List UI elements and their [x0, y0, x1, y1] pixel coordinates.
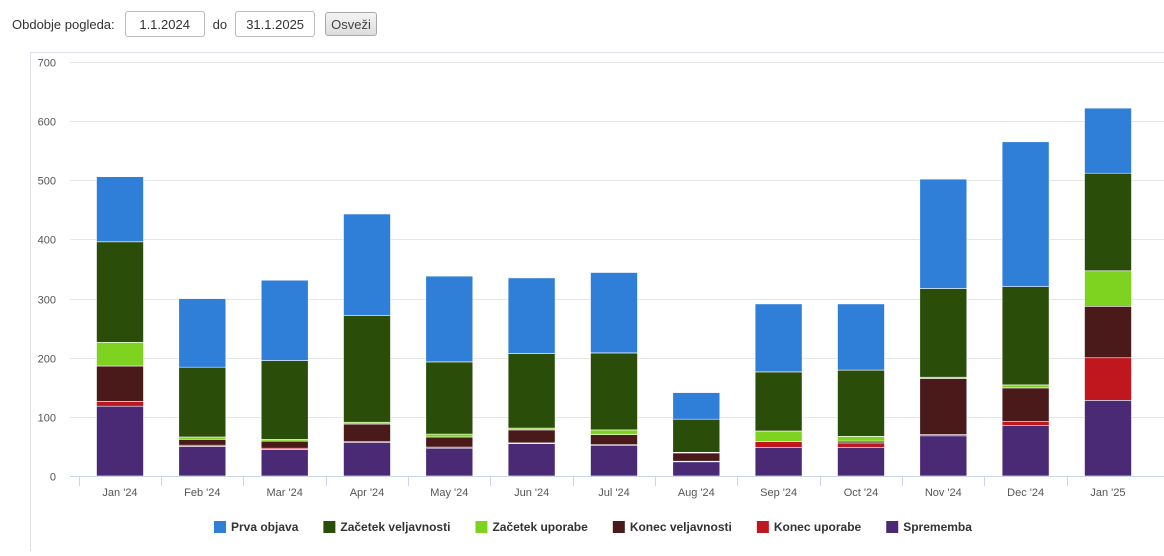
bar-segment[interactable]	[425, 275, 474, 363]
legend-swatch	[612, 521, 625, 533]
legend-label[interactable]: Konec veljavnosti	[630, 520, 732, 534]
date-from-input[interactable]	[124, 11, 205, 37]
bar-segment[interactable]	[343, 315, 391, 423]
chart-frame	[30, 52, 1164, 551]
period-label: Obdobje pogleda:	[12, 16, 115, 32]
legend-swatch	[214, 521, 226, 533]
x-tick-label: Sep '24	[760, 487, 797, 499]
bar-segment[interactable]	[1084, 107, 1132, 174]
y-tick-label: 100	[38, 413, 56, 425]
y-tick-label: 0	[50, 472, 56, 484]
legend-swatch	[756, 521, 769, 533]
bar-segment[interactable]	[425, 361, 474, 435]
x-tick-label: Feb '24	[184, 487, 220, 499]
x-tick-label: Aug '24	[678, 487, 715, 499]
bar-segment[interactable]	[1084, 399, 1132, 477]
x-tick-label: Dec '24	[1007, 487, 1044, 499]
bar-segment[interactable]	[425, 447, 474, 477]
bar-segment[interactable]	[343, 213, 391, 316]
bar-segment[interactable]	[96, 241, 144, 343]
bar-segment[interactable]	[837, 303, 885, 371]
bar-segment[interactable]	[178, 298, 227, 368]
bar-segment[interactable]	[590, 272, 638, 354]
bar-segment[interactable]	[343, 441, 391, 477]
x-tick-label: Mar '24	[266, 487, 302, 499]
refresh-button[interactable]: Osveži	[325, 12, 377, 36]
bar-segment[interactable]	[260, 360, 309, 440]
y-tick-label: 300	[38, 295, 56, 307]
legend-label[interactable]: Začetek uporabe	[492, 520, 588, 534]
bar-segment[interactable]	[754, 303, 803, 373]
legend-label[interactable]: Konec uporabe	[774, 520, 862, 534]
bar-segment[interactable]	[507, 277, 556, 354]
bar-segment[interactable]	[507, 353, 556, 429]
bar-segment[interactable]	[1084, 306, 1132, 359]
bar-segment[interactable]	[754, 371, 803, 432]
y-tick-label: 200	[38, 354, 56, 366]
legend-label[interactable]: Prva objava	[231, 520, 299, 534]
legend-swatch	[475, 521, 488, 533]
legend-swatch	[886, 521, 899, 533]
x-tick-label: Nov '24	[925, 487, 962, 499]
stacked-bar-chart: 0 100 200 300 400 500 600 700 Jan '24 Feb '24 Mar …	[38, 58, 1164, 541]
legend-label[interactable]: Začetek veljavnosti	[340, 520, 450, 534]
bar-segment[interactable]	[1084, 270, 1132, 307]
y-tick-label: 700	[38, 58, 56, 70]
bar-segment[interactable]	[178, 366, 227, 438]
bar-segment[interactable]	[1084, 172, 1132, 272]
bar-segment[interactable]	[260, 279, 309, 361]
legend-label[interactable]: Sprememba	[903, 520, 972, 534]
y-tick-label: 500	[38, 176, 56, 188]
x-tick-label: Oct '24	[844, 487, 879, 499]
bar-segment[interactable]	[96, 405, 144, 477]
x-tick-label: Apr '24	[350, 487, 385, 499]
legend-swatch	[323, 521, 336, 533]
x-tick-label: May '24	[430, 487, 468, 499]
bar-segment[interactable]	[837, 369, 885, 437]
x-tick-label: Jan '25	[1090, 487, 1125, 499]
x-tick-label: Jul '24	[598, 487, 629, 499]
y-tick-label: 600	[38, 117, 56, 129]
bar-segment[interactable]	[919, 435, 968, 477]
bar-segment[interactable]	[919, 288, 968, 378]
bar-segment[interactable]	[96, 365, 144, 402]
y-tick-label: 400	[38, 235, 56, 247]
bar-segment[interactable]	[672, 392, 721, 420]
date-range-toolbar: Obdobje pogleda: do Osveži	[12, 10, 377, 38]
bar-segment[interactable]	[1001, 141, 1050, 287]
bar-segment[interactable]	[754, 447, 803, 477]
chart-container: 0 100 200 300 400 500 600 700 Jan '24 Feb '24 Mar …	[30, 52, 1164, 551]
bar-segment[interactable]	[96, 176, 144, 243]
bar-segment[interactable]	[919, 178, 968, 289]
x-tick-label: Jun '24	[514, 487, 549, 499]
date-to-input[interactable]	[235, 11, 316, 37]
to-label: do	[212, 16, 228, 32]
bar-segment[interactable]	[1001, 286, 1050, 386]
x-tick-label: Jan '24	[102, 487, 137, 499]
